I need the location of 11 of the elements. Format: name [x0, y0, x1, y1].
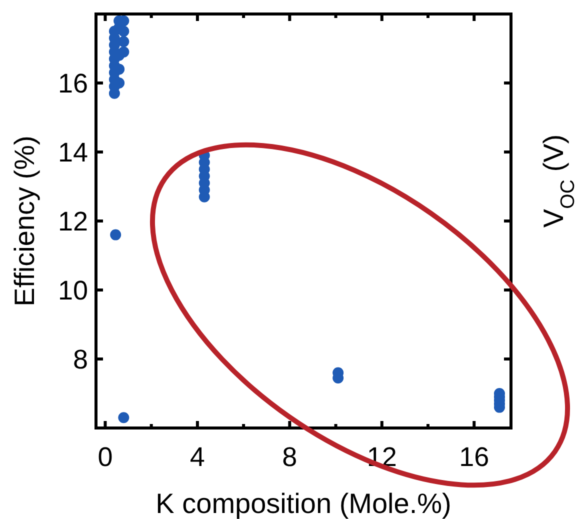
x-tick-label: 4	[190, 442, 205, 472]
x-tick-label: 8	[282, 442, 298, 472]
y-tick-label: 16	[58, 68, 88, 99]
x-axis-title: K composition (Mole.%)	[156, 488, 452, 519]
y-tick-label: 8	[72, 344, 88, 375]
x-tick-label: 0	[98, 442, 113, 472]
x-tick-label: 16	[459, 442, 490, 472]
y-tick-label: 12	[58, 206, 88, 237]
y-axis-title: Efficiency (%)	[9, 136, 40, 306]
y-tick-label: 10	[58, 276, 88, 306]
y-tick-label: 14	[58, 138, 88, 168]
